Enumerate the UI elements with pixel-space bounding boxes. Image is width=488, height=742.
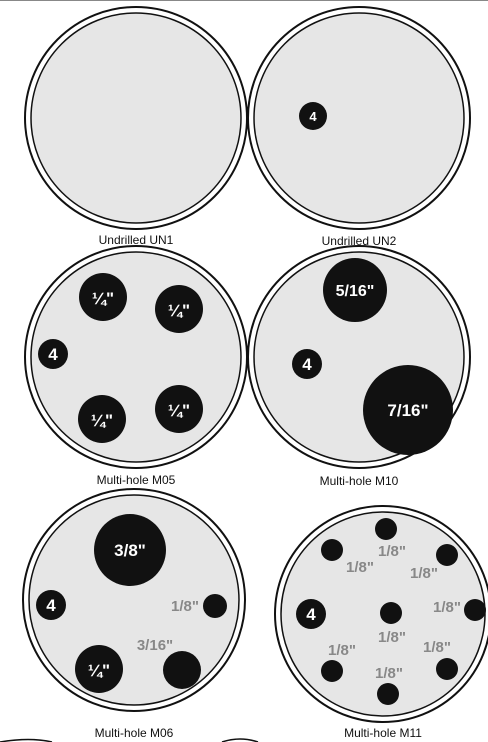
m05-hole-bottom-left [78,395,126,443]
m06-hole-4 [36,590,66,620]
m11-hole-4-label: 4 [306,605,316,624]
disc-un2-face [253,12,465,224]
un2-hole-4-label: 4 [309,109,317,124]
m06-hole-top-label: 3/8" [114,541,146,560]
m06-hole-top [94,514,166,586]
m10-hole-top [323,258,387,322]
m10-hole-bottom-label: 7/16" [387,401,428,420]
disc-un2-outer-ring [247,6,471,230]
m05-hole-top-left [79,273,127,321]
m05-hole-4 [38,339,68,369]
m11-hole-top [375,518,397,540]
disc-m06: 3/8" 4 1/8" 3/16" ¼" [22,488,246,712]
m06-hole-4-label: 4 [46,596,56,615]
disc-m06-outer-ring [22,488,246,712]
disc-m11-outer-ring [274,505,488,723]
m11-hole-4 [296,599,326,629]
m11-hole-bottom [377,683,399,705]
caption-m06: Multi-hole M06 [95,726,174,740]
m06-hole-right-label: 1/8" [171,598,199,615]
disc-un1 [24,6,248,230]
m11-label-top: 1/8" [378,543,406,560]
m11-hole-lower-left [321,660,343,682]
m06-hole-bottom-left-label: ¼" [88,661,110,680]
disc-un2: 4 [247,6,471,230]
disc-m10-outer-ring [247,245,471,469]
m06-hole-bottom-left [75,645,123,693]
partial-disc-middle [221,738,259,742]
m11-label-upper-right: 1/8" [410,565,438,582]
m10-hole-4-label: 4 [302,355,312,374]
m10-hole-bottom [363,365,453,455]
disc-m10: 5/16" 4 7/16" [247,245,471,469]
un2-hole-4 [299,102,327,130]
disc-un1-face [30,12,242,224]
caption-m11: Multi-hole M11 [344,726,422,740]
m05-hole-top-right-label: ¼" [168,301,190,320]
m11-label-lower-left: 1/8" [328,642,356,659]
m06-hole-3-16 [163,651,201,689]
m06-hole-3-16-label: 3/16" [137,637,173,654]
m05-hole-4-label: 4 [48,345,58,364]
m11-label-bottom: 1/8" [375,665,403,682]
caption-un1: Undrilled UN1 [99,233,174,247]
top-rule [0,0,488,1]
m05-hole-bottom-right-label: ¼" [168,401,190,420]
disc-m11: 1/8" 1/8" 1/8" 4 1/8" 1/8" 1/8" 1/8" 1/8… [274,505,488,723]
disc-m05: ¼" ¼" 4 ¼" ¼" [24,245,248,469]
m10-hole-top-label: 5/16" [336,283,375,300]
m11-hole-upper-left [321,539,343,561]
m05-hole-bottom-left-label: ¼" [91,411,113,430]
m05-hole-top-left-label: ¼" [92,289,114,308]
m05-hole-bottom-right [155,385,203,433]
m11-label-center: 1/8" [378,629,406,646]
m06-hole-right [203,594,227,618]
m11-label-upper-left: 1/8" [346,559,374,576]
caption-m05: Multi-hole M05 [97,473,176,487]
m11-hole-lower-right [436,658,458,680]
partial-disc-left [0,738,53,742]
m05-hole-top-right [155,285,203,333]
m11-label-lower-right: 1/8" [423,639,451,656]
caption-un2: Undrilled UN2 [322,234,397,248]
caption-m10: Multi-hole M10 [320,474,399,488]
m11-label-right: 1/8" [433,599,461,616]
m11-hole-upper-right [436,544,458,566]
m11-hole-center [380,602,402,624]
m10-hole-4 [292,349,322,379]
m11-hole-right [464,599,486,621]
